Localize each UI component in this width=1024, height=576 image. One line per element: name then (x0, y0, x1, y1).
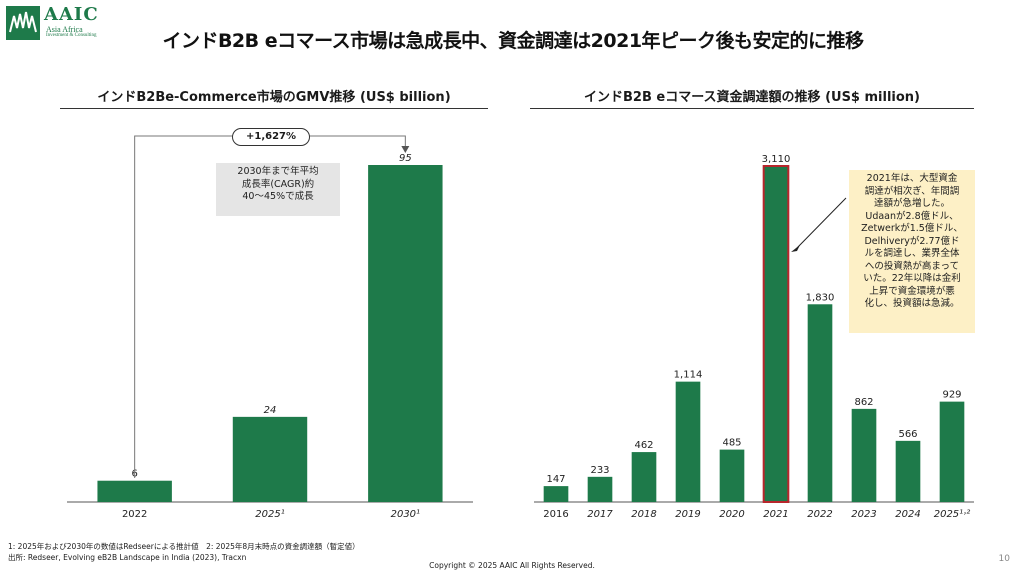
bar (807, 304, 833, 502)
data-label: 24 (264, 405, 277, 416)
callout-line: 上昇で資金環境が悪 (869, 285, 955, 297)
category-label: 2019 (675, 509, 700, 520)
growth-arrowhead (401, 146, 410, 153)
bar (587, 476, 613, 502)
gmv-chart-title: インドB2Be-Commerce市場のGMV推移 (US$ billion) (97, 90, 451, 105)
callout-arrow (794, 197, 847, 251)
bar (368, 165, 443, 502)
footnote-sources: 出所: Redseer, Evolving eB2B Landscape in … (8, 553, 247, 562)
data-label: 95 (399, 153, 412, 164)
gmv-title-rule (60, 108, 488, 109)
category-label: 2022 (122, 509, 147, 520)
category-label: 2023 (851, 509, 876, 520)
data-label: 233 (590, 465, 609, 476)
slide-title: インドB2B eコマース市場は急成長中、資金調達は2021年ピーク後も安定的に推… (162, 30, 864, 52)
callout-line: Zetwerkが1.5億ドル、 (861, 223, 963, 234)
category-label: 2017 (587, 509, 613, 520)
data-label: 929 (942, 390, 961, 401)
logo-tagline: Investment & Consulting (46, 33, 97, 38)
data-label: 1,114 (674, 370, 703, 381)
category-label: 2021 (763, 509, 788, 520)
category-label: 2018 (631, 509, 656, 520)
callout-line: いた。22年以降は金利 (863, 273, 961, 284)
data-label: 566 (898, 429, 917, 440)
bar (97, 480, 172, 502)
category-label: 2024 (895, 509, 920, 520)
category-label: 2016 (543, 509, 568, 520)
funding-callout: 2021年は、大型資金 調達が相次ぎ、年間調 達額が急増した。 Udaanが2.… (849, 170, 975, 333)
bar (543, 486, 569, 502)
callout-line: への投資熱が高まって (864, 260, 960, 272)
logo-text: AAIC (44, 4, 99, 25)
page-number: 10 (998, 554, 1010, 564)
funding-title-rule (530, 108, 974, 109)
cagr-note: 2030年まで年平均 成長率(CAGR)約 40〜45%で成長 (216, 163, 340, 216)
callout-line: 調達が相次ぎ、年間調 (864, 185, 960, 197)
bar (631, 452, 657, 502)
data-label: 485 (722, 438, 741, 449)
callout-line: 2021年は、大型資金 (866, 173, 958, 184)
category-label: 2020 (719, 509, 744, 520)
cagr-note-line: 40〜45%で成長 (242, 191, 314, 202)
data-label: 147 (546, 474, 565, 485)
logo-emblem (6, 6, 40, 40)
callout-line: 達額が急増した。 (873, 198, 950, 209)
cagr-note-line: 2030年まで年平均 (237, 166, 319, 177)
bar (719, 449, 745, 502)
bar (232, 416, 308, 502)
copyright: Copyright © 2025 AAIC All Rights Reserve… (429, 561, 595, 570)
data-label: 1,830 (806, 292, 835, 303)
data-label: 462 (634, 440, 653, 451)
growth-rate-badge: +1,627% (232, 128, 310, 146)
footnote-notes: 1: 2025年および2030年の数値はRedseerによる推計値 2: 202… (8, 542, 360, 551)
category-label: 2030¹ (391, 509, 420, 520)
cagr-note-line: 成長率(CAGR)約 (241, 178, 315, 190)
callout-line: ルを調達し、業界全体 (864, 248, 960, 259)
company-logo: AAIC Asia Africa Investment & Consulting (6, 4, 116, 40)
category-label: 2025¹ (255, 509, 284, 520)
funding-chart-title: インドB2B eコマース資金調達額の推移 (US$ million) (583, 90, 920, 105)
logo-subtitle: Asia Africa (46, 25, 83, 34)
callout-line: 化し、投資額は急減。 (864, 298, 960, 309)
callout-line: Delhiveryが2.77億ド (864, 235, 960, 247)
category-label: 2022 (807, 509, 832, 520)
bar (895, 440, 921, 502)
bar (939, 401, 965, 502)
callout-line: Udaanが2.8億ドル、 (865, 210, 959, 222)
bar-highlighted (762, 165, 790, 503)
category-label: 2025¹˒² (934, 509, 971, 520)
bar (675, 381, 701, 502)
data-label: 3,110 (762, 154, 791, 165)
callout-arrowhead (791, 245, 800, 252)
bar (851, 408, 877, 502)
data-label: 862 (854, 397, 873, 408)
